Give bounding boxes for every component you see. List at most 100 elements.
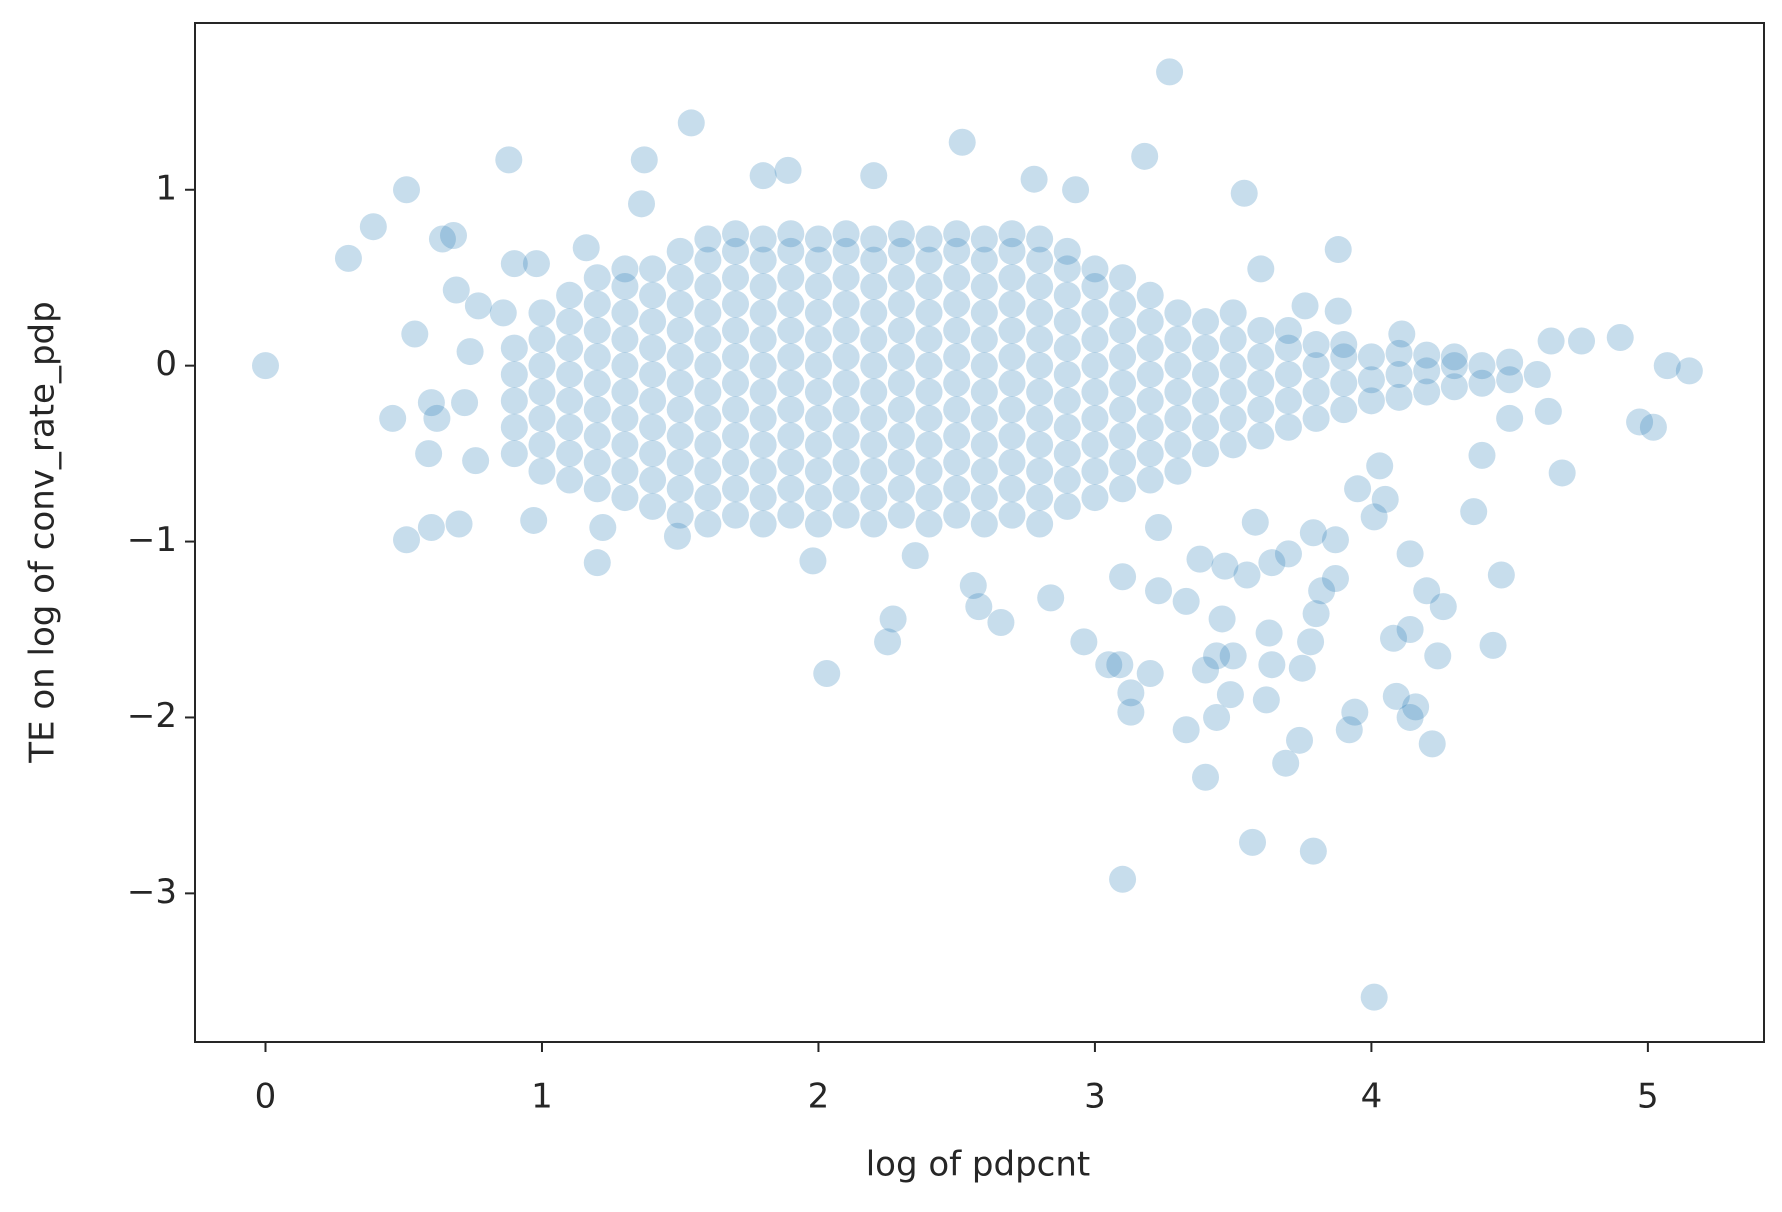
point <box>804 510 832 538</box>
point <box>915 484 943 512</box>
point <box>1548 459 1576 487</box>
x-tick-label: 5 <box>1637 1077 1659 1117</box>
point <box>489 299 517 327</box>
point <box>1136 387 1164 415</box>
point <box>804 325 832 353</box>
point <box>832 237 860 265</box>
point <box>694 431 722 459</box>
point <box>572 234 600 262</box>
point <box>393 176 421 204</box>
point <box>462 447 490 475</box>
point <box>749 378 777 406</box>
point <box>1233 561 1261 589</box>
point <box>1302 378 1330 406</box>
point <box>1164 378 1192 406</box>
point <box>1109 343 1137 371</box>
point <box>1274 540 1302 568</box>
point <box>998 220 1026 248</box>
y-tick-label: 0 <box>155 344 177 384</box>
point <box>1247 369 1275 397</box>
point <box>774 156 802 184</box>
point <box>1396 616 1424 644</box>
point <box>1192 413 1220 441</box>
point <box>970 404 998 432</box>
point <box>860 510 888 538</box>
point <box>1321 526 1349 554</box>
point <box>1385 383 1413 411</box>
point <box>1468 352 1496 380</box>
point <box>970 325 998 353</box>
point <box>722 422 750 450</box>
point <box>832 264 860 292</box>
point <box>915 431 943 459</box>
point <box>1106 651 1134 679</box>
point <box>948 128 976 156</box>
point <box>1081 325 1109 353</box>
point <box>1053 466 1081 494</box>
point <box>887 290 915 318</box>
point <box>1302 600 1330 628</box>
point <box>583 316 611 344</box>
point <box>694 246 722 274</box>
point <box>1136 440 1164 468</box>
y-tick-label: −3 <box>127 872 177 912</box>
point <box>694 510 722 538</box>
point <box>749 299 777 327</box>
point <box>1203 642 1231 670</box>
point <box>1496 404 1524 432</box>
point <box>522 250 550 278</box>
point <box>528 378 556 406</box>
point <box>1026 325 1054 353</box>
point <box>1302 331 1330 359</box>
point <box>528 299 556 327</box>
point <box>1302 404 1330 432</box>
point <box>943 422 971 450</box>
point <box>583 264 611 292</box>
point <box>1219 352 1247 380</box>
point <box>943 264 971 292</box>
point <box>832 448 860 476</box>
point <box>1081 273 1109 301</box>
point <box>417 389 445 417</box>
point <box>1208 605 1236 633</box>
point <box>1026 510 1054 538</box>
point <box>722 448 750 476</box>
point <box>1286 726 1314 754</box>
point <box>666 290 694 318</box>
point <box>970 431 998 459</box>
point <box>860 162 888 190</box>
point <box>970 352 998 380</box>
point <box>1272 749 1300 777</box>
point <box>1109 290 1137 318</box>
point <box>694 484 722 512</box>
point <box>1026 431 1054 459</box>
point <box>1335 716 1363 744</box>
point <box>1487 561 1515 589</box>
point <box>832 290 860 318</box>
point <box>442 276 470 304</box>
point <box>749 246 777 274</box>
point <box>887 220 915 248</box>
point <box>860 484 888 512</box>
point <box>887 475 915 503</box>
point <box>970 299 998 327</box>
point <box>1186 545 1214 573</box>
point <box>528 457 556 485</box>
point <box>1136 413 1164 441</box>
point <box>639 255 667 283</box>
point <box>639 334 667 362</box>
point <box>1255 619 1283 647</box>
point <box>1297 628 1325 656</box>
point <box>1675 357 1703 385</box>
point <box>915 404 943 432</box>
point <box>1418 730 1446 758</box>
point <box>583 290 611 318</box>
point <box>1192 308 1220 336</box>
y-tick-label: −1 <box>127 520 177 560</box>
point <box>970 246 998 274</box>
point <box>1537 327 1565 355</box>
point <box>915 352 943 380</box>
point <box>887 264 915 292</box>
point <box>887 369 915 397</box>
point <box>887 422 915 450</box>
